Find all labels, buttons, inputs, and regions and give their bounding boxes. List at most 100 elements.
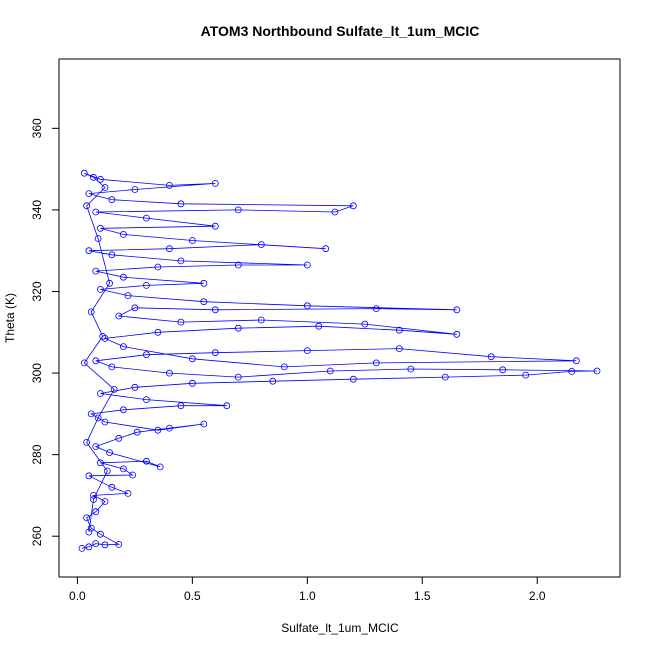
data-point [106, 449, 113, 457]
data-point [453, 330, 461, 338]
data-point [90, 496, 97, 503]
data-point [572, 357, 580, 365]
data-point [80, 359, 88, 367]
x-tick-label: 1.5 [414, 589, 431, 603]
data-point [177, 318, 185, 326]
data-point [188, 379, 196, 387]
data-point [142, 214, 150, 222]
data-point [101, 334, 109, 342]
data-point [101, 541, 109, 549]
data-point [103, 467, 111, 475]
data-point [97, 530, 104, 538]
data-point [154, 426, 162, 434]
data-point [101, 184, 109, 191]
data-point [234, 373, 242, 381]
data-point [83, 438, 90, 446]
data-point [97, 285, 104, 293]
data-point [234, 261, 242, 269]
data-point [165, 181, 173, 189]
y-tick-label: 280 [30, 444, 44, 464]
data-point [115, 434, 123, 442]
data-point [211, 306, 219, 314]
data-point [120, 406, 127, 414]
y-tick-label: 300 [30, 363, 44, 383]
data-point [110, 385, 118, 393]
data-point [395, 345, 403, 353]
data-point [188, 237, 196, 244]
data-point [97, 459, 104, 467]
data-point [269, 377, 277, 385]
x-axis: 0.0 0.5 1.0 1.5 2.0 [69, 576, 546, 603]
x-tick-label: 0.5 [184, 589, 201, 603]
data-point [234, 324, 242, 332]
data-point [177, 200, 185, 208]
data-point [280, 363, 288, 371]
data-point [131, 383, 139, 391]
data-point [124, 292, 132, 300]
data-point [142, 396, 150, 404]
data-point [120, 273, 127, 281]
data-point [177, 402, 185, 410]
data-point [407, 365, 415, 373]
series-layer [78, 169, 601, 552]
data-point [85, 543, 93, 551]
data-point [131, 186, 139, 193]
data-point [94, 235, 102, 242]
data-point [453, 306, 461, 314]
data-point [234, 206, 242, 214]
data-point [97, 175, 104, 183]
y-axis-label: Theta (K) [3, 293, 17, 343]
data-point [326, 367, 334, 375]
data-point [223, 402, 231, 410]
data-point [133, 428, 141, 436]
series-line [81, 172, 598, 549]
data-point [108, 363, 116, 371]
data-point [211, 349, 219, 357]
data-point [101, 498, 109, 505]
data-point [97, 224, 104, 232]
data-point [106, 279, 113, 287]
data-point [87, 524, 95, 532]
data-point [211, 179, 219, 187]
data-point [593, 367, 601, 375]
data-point [108, 251, 116, 259]
data-point [487, 353, 495, 361]
y-tick-label: 260 [30, 526, 44, 546]
data-point [120, 343, 127, 351]
data-point [211, 222, 219, 230]
data-point [99, 332, 107, 340]
data-point [90, 173, 97, 181]
data-point [568, 367, 576, 375]
data-point [80, 169, 88, 177]
data-point [200, 279, 208, 287]
chart-title: ATOM3 Northbound Sulfate_lt_1um_MCIC [201, 23, 480, 39]
data-point [200, 420, 208, 428]
data-point [92, 443, 100, 450]
data-point [499, 366, 507, 374]
data-point [97, 390, 104, 397]
data-point [92, 208, 100, 216]
data-point [156, 463, 164, 471]
data-point [165, 369, 173, 377]
data-point [200, 298, 208, 306]
data-point [349, 375, 357, 383]
data-point [331, 208, 339, 216]
data-point [85, 247, 93, 255]
data-point [120, 465, 127, 473]
data-point [90, 491, 97, 499]
data-point [94, 414, 102, 422]
data-point [154, 328, 162, 336]
data-point [441, 373, 449, 381]
data-point [165, 245, 173, 253]
data-point [124, 489, 132, 497]
data-point [165, 424, 173, 432]
data-point [108, 196, 116, 204]
data-point [522, 371, 530, 379]
data-point [78, 545, 86, 552]
data-point [108, 483, 116, 491]
data-point [85, 472, 93, 480]
data-point [349, 202, 357, 210]
data-point [372, 305, 380, 313]
data-point [115, 541, 123, 548]
